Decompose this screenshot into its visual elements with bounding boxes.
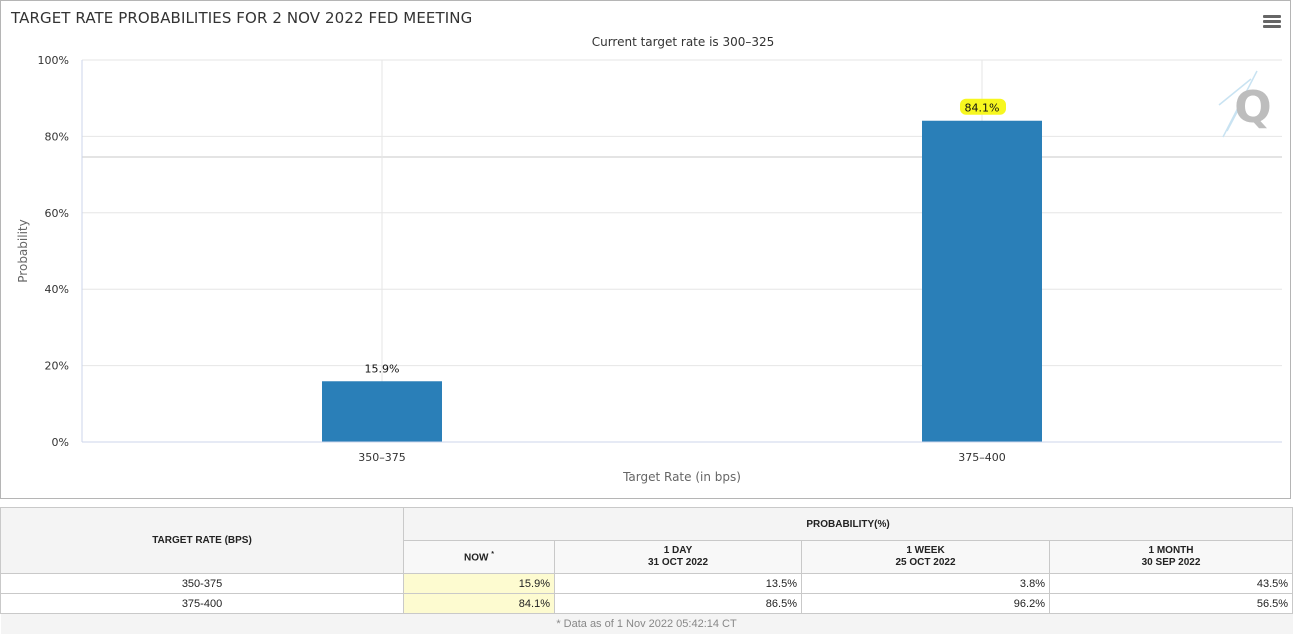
y-tick-label: 20% [45,360,69,373]
chart-title: TARGET RATE PROBABILITIES FOR 2 NOV 2022… [11,9,473,27]
bar-chart: 0% 20% 40% 60% 80% 100% 15.9% 350–375 84.1% 375–4… [16,54,1282,484]
one-month-date: 30 SEP 2022 [1141,557,1201,568]
watermark-streak [1226,96,1246,132]
table-row: 350-375 15.9% 13.5% 3.8% 43.5% [0,573,1293,594]
probability-header: PROBABILITY(%) [402,507,1293,541]
one-week-label: 1 WEEK [906,545,945,556]
chart-subtitle: Current target rate is 300–325 [591,35,775,49]
y-tick-label: 80% [45,130,69,143]
probability-table-wrap: TARGET RATE (BPS) PROBABILITY(%) NOW * 1… [0,507,1293,634]
row-one-day-value: 13.5% [554,573,802,594]
y-tick-label: 0% [52,436,69,449]
x-tick-label: 350–375 [358,451,406,464]
one-month-header: 1 MONTH 30 SEP 2022 [1048,540,1293,574]
y-axis-title: Probability [16,219,30,282]
row-target-rate: 375-400 [0,593,404,614]
chart-panel: 0% 20% 40% 60% 80% 100% 15.9% 350–375 84.1% 375–4… [0,0,1291,499]
one-day-date: 31 OCT 2022 [647,557,709,568]
row-one-day-value: 86.5% [554,593,802,614]
watermark-letter: Q [1234,82,1271,133]
now-header: NOW * [403,540,555,574]
row-target-rate: 350-375 [0,573,404,594]
x-tick-label: 375–400 [958,451,1006,464]
bar-data-label: 84.1% [965,102,1000,115]
one-day-label: 1 DAY [663,545,693,556]
row-now-value: 15.9% [403,573,555,594]
now-marker: * [491,551,494,559]
data-timestamp-footnote: * Data as of 1 Nov 2022 05:42:14 CT [0,613,1293,634]
y-tick-label: 40% [45,283,69,296]
target-rate-header: TARGET RATE (BPS) [0,507,404,574]
table-row: 375-400 84.1% 86.5% 96.2% 56.5% [0,593,1293,614]
row-one-month-value: 56.5% [1048,593,1293,614]
probability-table: TARGET RATE (BPS) PROBABILITY(%) NOW * 1… [0,507,1293,634]
now-header-label: NOW [464,552,489,564]
watermark-logo: Q [1218,70,1272,138]
bar [322,381,442,442]
bar-data-label: 15.9% [365,362,400,375]
one-month-label: 1 MONTH [1148,545,1194,556]
x-axis-title: Target Rate (in bps) [622,470,741,484]
row-now-value: 84.1% [403,593,555,614]
label-highlight [960,98,1006,115]
watermark-streak [1222,70,1258,138]
one-day-header: 1 DAY 31 OCT 2022 [554,540,802,574]
row-one-week-value: 96.2% [801,593,1050,614]
bar [922,120,1042,442]
hamburger-menu-icon[interactable] [1263,15,1281,31]
row-one-month-value: 43.5% [1048,573,1293,594]
y-tick-label: 100% [38,54,69,67]
y-tick-label: 60% [45,207,69,220]
row-one-week-value: 3.8% [801,573,1050,594]
one-week-header: 1 WEEK 25 OCT 2022 [801,540,1050,574]
watermark-streak [1218,78,1252,106]
one-week-date: 25 OCT 2022 [895,557,956,568]
